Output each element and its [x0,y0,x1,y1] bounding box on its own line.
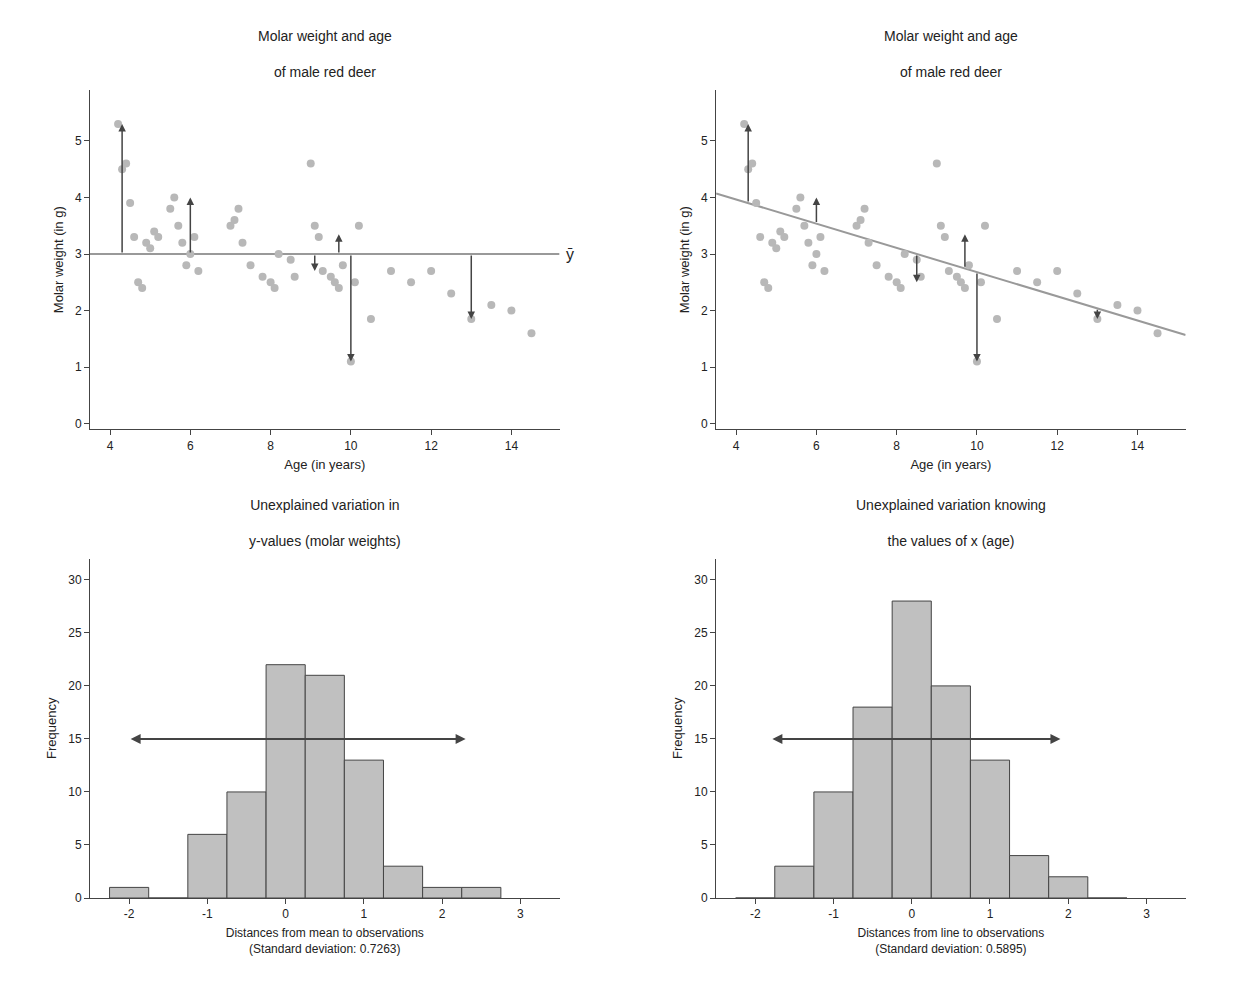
svg-text:4: 4 [107,439,114,453]
svg-text:-2: -2 [124,907,135,921]
svg-text:0: 0 [282,907,289,921]
svg-text:2: 2 [1065,907,1072,921]
svg-text:0: 0 [908,907,915,921]
svg-text:Age (in years): Age (in years) [284,457,365,472]
svg-text:8: 8 [267,439,274,453]
svg-text:8: 8 [893,439,900,453]
svg-text:25: 25 [68,626,82,640]
svg-text:10: 10 [970,439,984,453]
svg-text:10: 10 [694,785,708,799]
svg-text:Molar weight and ageof male re: Molar weight and ageof male red deer [258,28,392,80]
svg-text:10: 10 [68,785,82,799]
svg-text:ȳ: ȳ [566,246,574,263]
svg-text:Unexplained variation iny-valu: Unexplained variation iny-values (molar … [249,497,401,549]
svg-text:0: 0 [75,891,82,905]
svg-text:5: 5 [701,134,708,148]
svg-text:14: 14 [505,439,519,453]
svg-text:-1: -1 [202,907,213,921]
svg-text:4: 4 [701,191,708,205]
svg-text:15: 15 [68,732,82,746]
svg-text:Molar weight and ageof male re: Molar weight and ageof male red deer [884,28,1018,80]
svg-text:Distances from line to observa: Distances from line to observations(Stan… [857,926,1044,956]
svg-text:14: 14 [1131,439,1145,453]
svg-text:3: 3 [701,247,708,261]
svg-text:3: 3 [75,247,82,261]
svg-text:6: 6 [813,439,820,453]
svg-text:30: 30 [68,573,82,587]
svg-text:1: 1 [701,360,708,374]
svg-text:3: 3 [1143,907,1150,921]
svg-text:30: 30 [694,573,708,587]
svg-text:15: 15 [694,732,708,746]
svg-text:Molar weight (in g): Molar weight (in g) [677,206,692,313]
svg-text:5: 5 [701,838,708,852]
svg-text:0: 0 [701,417,708,431]
svg-text:Frequency: Frequency [670,697,685,759]
svg-text:5: 5 [75,134,82,148]
svg-text:4: 4 [733,439,740,453]
svg-text:20: 20 [68,679,82,693]
svg-text:Unexplained variation knowingt: Unexplained variation knowingthe values … [856,497,1046,549]
svg-text:2: 2 [75,304,82,318]
svg-text:6: 6 [187,439,194,453]
svg-text:20: 20 [694,679,708,693]
svg-text:0: 0 [701,891,708,905]
svg-text:-1: -1 [828,907,839,921]
svg-text:10: 10 [344,439,358,453]
svg-text:5: 5 [75,838,82,852]
svg-text:2: 2 [439,907,446,921]
svg-text:-2: -2 [750,907,761,921]
svg-text:0: 0 [75,417,82,431]
svg-text:Frequency: Frequency [44,697,59,759]
svg-text:12: 12 [1051,439,1065,453]
svg-text:25: 25 [694,626,708,640]
svg-text:4: 4 [75,191,82,205]
svg-text:Age (in years): Age (in years) [910,457,991,472]
svg-text:12: 12 [424,439,438,453]
svg-text:3: 3 [517,907,524,921]
svg-text:1: 1 [987,907,994,921]
svg-text:Molar weight (in g): Molar weight (in g) [51,206,66,313]
svg-text:1: 1 [361,907,368,921]
svg-text:2: 2 [701,304,708,318]
svg-text:Distances from mean to observa: Distances from mean to observations(Stan… [226,926,424,956]
svg-text:1: 1 [75,360,82,374]
